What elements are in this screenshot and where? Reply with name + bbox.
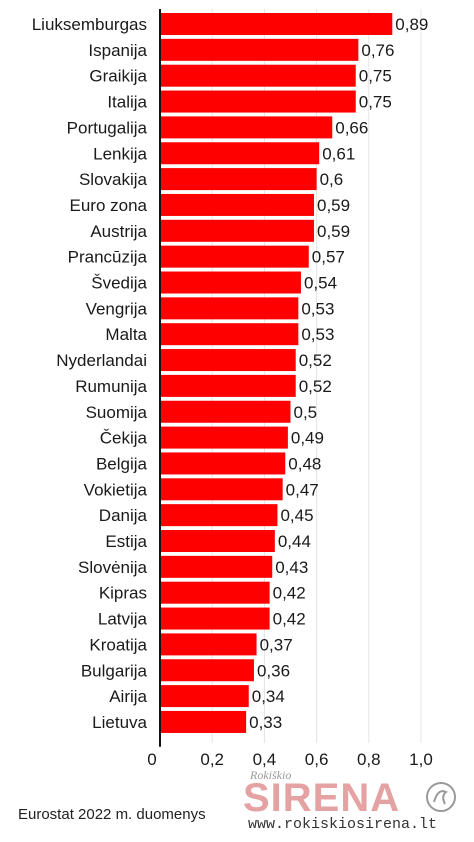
value-label: 0,59: [317, 222, 350, 241]
bar: [160, 219, 314, 242]
category-label: Slovėnija: [78, 558, 148, 577]
category-label: Belgija: [96, 454, 148, 473]
category-label: Lietuva: [92, 713, 147, 732]
x-tick-label: 0,8: [357, 750, 381, 769]
bar: [160, 142, 320, 165]
watermark-brand: SIRENA: [243, 776, 401, 820]
value-label: 0,75: [359, 67, 392, 86]
x-tick-label: 0: [147, 750, 156, 769]
category-label: Nyderlandai: [56, 351, 147, 370]
category-label: Bulgarija: [81, 661, 148, 680]
category-label: Vokietija: [84, 480, 148, 499]
bar: [160, 710, 247, 733]
bar: [160, 245, 309, 268]
value-label: 0,89: [395, 15, 428, 34]
category-label: Kroatija: [89, 635, 147, 654]
value-label: 0,48: [288, 454, 321, 473]
category-label: Slovakija: [79, 170, 148, 189]
bar: [160, 555, 273, 578]
category-label: Danija: [99, 506, 148, 525]
watermark: Rokiškio SIRENA www.rokiskiosirena.lt: [243, 768, 465, 834]
value-label: 0,75: [359, 93, 392, 112]
value-label: 0,66: [335, 118, 368, 137]
value-label: 0,6: [320, 170, 344, 189]
bar: [160, 607, 270, 630]
bar: [160, 64, 356, 87]
category-label: Estija: [105, 532, 147, 551]
watermark-url: www.rokiskiosirena.lt: [248, 816, 438, 833]
bar: [160, 426, 288, 449]
category-label: Malta: [105, 325, 147, 344]
bar: [160, 323, 299, 346]
value-label: 0,37: [260, 635, 293, 654]
category-label: Graikija: [89, 67, 147, 86]
category-label: Airija: [109, 687, 147, 706]
x-tick-label: 1,0: [409, 750, 433, 769]
bar-chart: Liuksemburgas 0,89 Ispanija 0,76 Graikija 0,7…: [32, 9, 433, 769]
category-label: Prancūzija: [68, 248, 148, 267]
x-tick-label: 0,6: [305, 750, 329, 769]
bar: [160, 271, 301, 294]
value-label: 0,33: [249, 713, 282, 732]
value-label: 0,42: [273, 610, 306, 629]
x-tick-label: 0,2: [200, 750, 224, 769]
bar: [160, 38, 359, 61]
value-label: 0,53: [301, 325, 334, 344]
value-label: 0,52: [299, 377, 332, 396]
value-label: 0,57: [312, 248, 345, 267]
bar: [160, 685, 249, 708]
siren-logo-icon: [426, 782, 456, 812]
bar: [160, 452, 286, 475]
value-label: 0,44: [278, 532, 311, 551]
bar: [160, 193, 314, 216]
bar: [160, 581, 270, 604]
bar: [160, 659, 254, 682]
bar: [160, 478, 283, 501]
value-label: 0,34: [252, 687, 285, 706]
category-label: Portugalija: [67, 118, 148, 137]
value-label: 0,53: [301, 299, 334, 318]
category-label: Švedija: [91, 274, 147, 293]
value-label: 0,43: [275, 558, 308, 577]
category-label: Ispanija: [88, 41, 147, 60]
category-label: Rumunija: [75, 377, 147, 396]
value-label: 0,59: [317, 196, 350, 215]
value-label: 0,61: [322, 144, 355, 163]
bar: [160, 297, 299, 320]
bar: [160, 530, 275, 552]
value-label: 0,5: [294, 403, 318, 422]
value-label: 0,52: [299, 351, 332, 370]
category-label: Euro zona: [70, 196, 148, 215]
category-label: Lenkija: [93, 144, 147, 163]
bar: [160, 374, 296, 397]
value-label: 0,45: [280, 506, 313, 525]
bar: [160, 168, 317, 191]
value-label: 0,36: [257, 661, 290, 680]
x-tick-label: 0,4: [253, 750, 277, 769]
bar: [160, 633, 257, 656]
category-label: Vengrija: [86, 299, 148, 318]
source-note: Eurostat 2022 m. duomenys: [18, 806, 206, 823]
category-label: Austrija: [90, 222, 147, 241]
category-label: Kipras: [99, 584, 147, 603]
bar: [160, 13, 393, 35]
value-label: 0,54: [304, 274, 337, 293]
bar: [160, 116, 333, 139]
bar: [160, 90, 356, 113]
value-label: 0,47: [286, 480, 319, 499]
value-label: 0,76: [361, 41, 394, 60]
value-label: 0,49: [291, 429, 324, 448]
category-label: Suomija: [86, 403, 148, 422]
category-label: Italija: [107, 93, 147, 112]
category-label: Liuksemburgas: [32, 15, 147, 34]
bar: [160, 504, 278, 527]
category-label: Latvija: [98, 610, 148, 629]
bar: [160, 349, 296, 372]
category-label: Čekija: [100, 429, 148, 448]
bar: [160, 400, 291, 423]
watermark-small-text: Rokiškio: [250, 768, 292, 782]
value-label: 0,42: [273, 584, 306, 603]
